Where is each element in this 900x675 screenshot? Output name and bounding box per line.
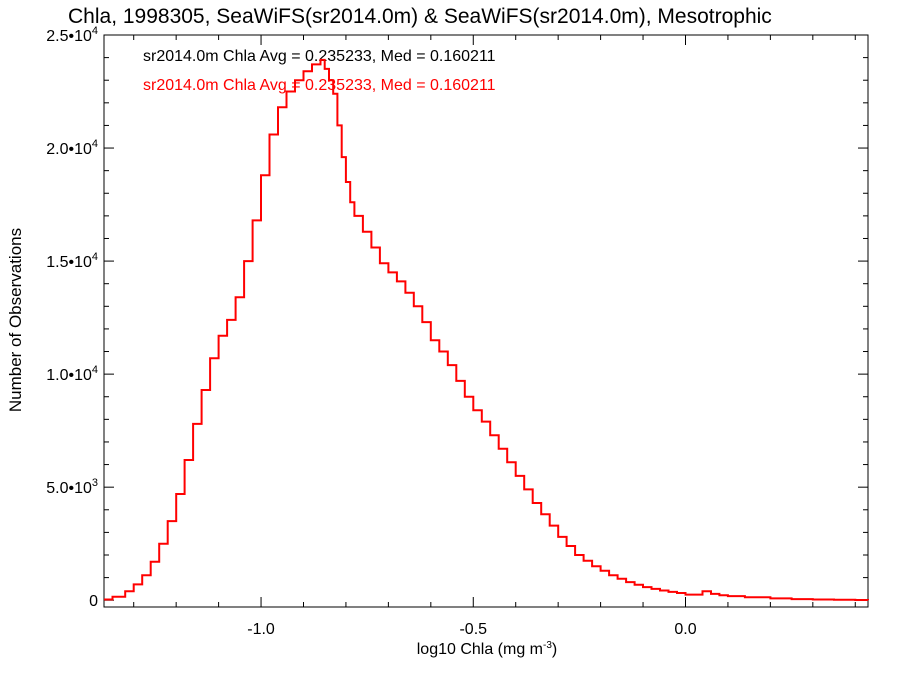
legend-annotations: sr2014.0m Chla Avg = 0.235233, Med = 0.1…	[143, 48, 496, 94]
y-tick-label: 2.5•104	[46, 25, 98, 45]
y-tick-label: 1.0•104	[46, 364, 98, 384]
y-tick-label: 2.0•104	[46, 138, 98, 158]
x-axis-label-sup: -3	[543, 640, 552, 651]
annotation-text: sr2014.0m Chla Avg = 0.235233, Med = 0.1…	[143, 48, 496, 65]
y-axis-label: Number of Observations	[6, 228, 25, 412]
y-axis-ticks: 0 5.0•103 1.0•104 1.5•104 2.0•104 2.5•104	[46, 25, 868, 610]
x-axis-label: log10 Chla (mg m-3)	[417, 640, 558, 658]
x-axis-label-close: )	[552, 641, 557, 658]
y-tick-label: 0	[89, 593, 98, 610]
x-tick-label: -0.5	[459, 621, 487, 638]
annotation-text: sr2014.0m Chla Avg = 0.235233, Med = 0.1…	[143, 77, 496, 94]
y-tick-label: 5.0•103	[46, 477, 98, 497]
x-axis-ticks: -1.0 -0.5 0.0	[133, 35, 856, 638]
series-layer	[104, 58, 869, 601]
chart-title: Chla, 1998305, SeaWiFS(sr2014.0m) & SeaW…	[68, 5, 772, 28]
x-tick-label: -1.0	[247, 621, 275, 638]
x-axis-label-main: log10 Chla (mg m	[417, 641, 543, 658]
plot-border	[103, 34, 869, 608]
histogram-series-line	[104, 58, 869, 601]
y-tick-label: 1.5•104	[46, 251, 98, 271]
plot-frame	[103, 34, 869, 608]
x-tick-label: 0.0	[674, 621, 696, 638]
